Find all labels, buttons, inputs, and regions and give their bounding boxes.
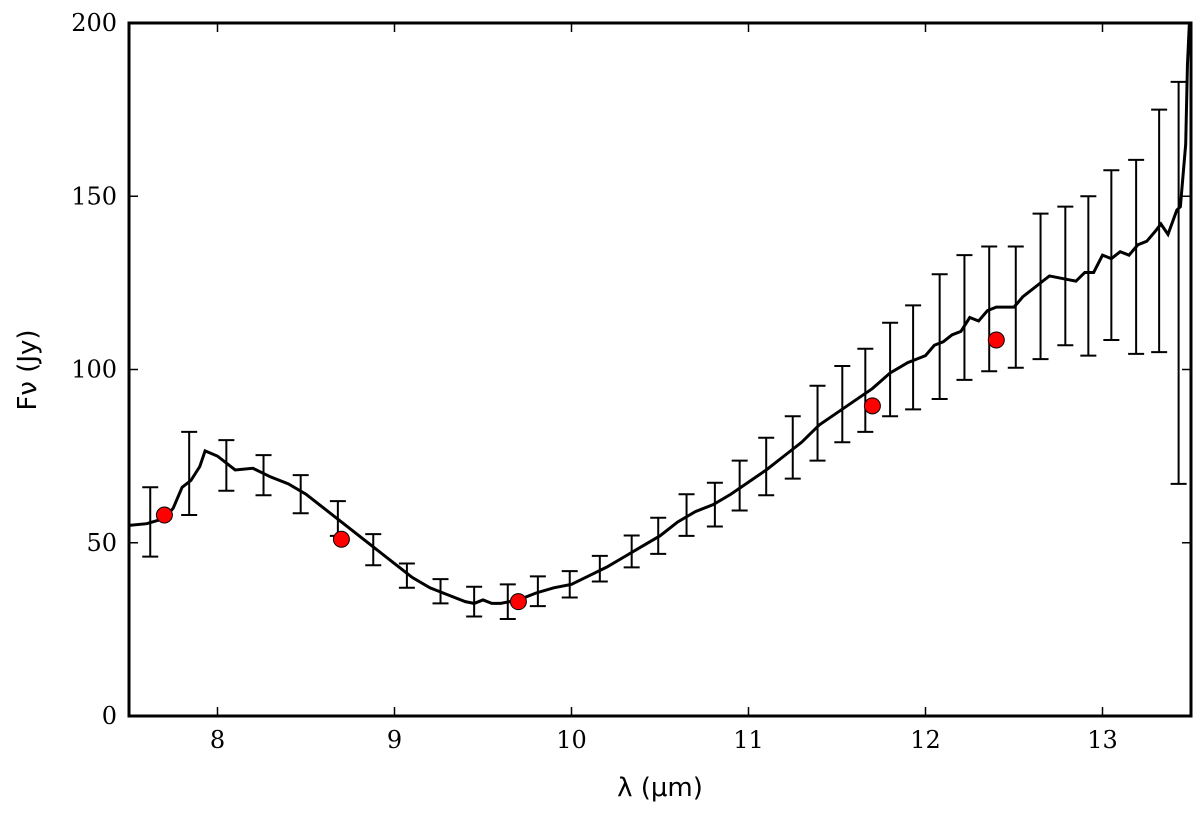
error-bar <box>981 245 998 373</box>
error-bar <box>181 430 198 517</box>
error-bar <box>1103 169 1120 342</box>
y-tick-label: 100 <box>71 356 117 384</box>
x-tick-label: 10 <box>556 726 587 754</box>
error-bar <box>466 585 483 618</box>
x-tick-label: 13 <box>1087 726 1118 754</box>
error-bar <box>905 304 922 411</box>
data-point <box>155 506 173 524</box>
error-bar <box>329 500 346 537</box>
x-tick-label: 8 <box>210 726 225 754</box>
error-bar <box>809 384 826 462</box>
error-bar <box>255 454 272 497</box>
error-bar <box>1080 195 1097 357</box>
plot-frame <box>127 21 1193 718</box>
error-bar <box>591 554 608 583</box>
error-bar <box>499 583 516 620</box>
error-bar <box>931 273 948 400</box>
error-bar <box>142 486 159 558</box>
y-tick-label: 150 <box>71 182 117 210</box>
spectrum-line <box>129 23 1191 605</box>
plot-area <box>129 23 1191 620</box>
data-point <box>863 397 881 415</box>
error-bar <box>218 439 235 492</box>
error-bar <box>882 321 899 418</box>
data-point <box>332 530 350 548</box>
error-bar <box>529 575 546 608</box>
error-bar <box>706 481 723 528</box>
error-bar <box>1151 108 1168 354</box>
error-bar <box>1128 158 1145 355</box>
error-bar <box>857 347 874 433</box>
error-bar <box>398 562 415 589</box>
error-bar <box>784 415 801 480</box>
y-tick-label: 0 <box>102 702 117 730</box>
error-bar <box>365 533 382 567</box>
error-bar <box>956 254 973 381</box>
x-axis-label: λ (μm) <box>617 773 703 803</box>
y-tick-label: 50 <box>86 529 117 557</box>
error-bar <box>623 534 640 569</box>
error-bar <box>292 474 309 515</box>
x-tick-label: 11 <box>733 726 764 754</box>
y-tick-label: 200 <box>71 9 117 37</box>
y-axis-label: Fν (Jy) <box>13 329 43 410</box>
error-bar <box>1170 80 1187 485</box>
error-bar <box>678 493 695 537</box>
error-bar <box>1032 212 1049 361</box>
error-bar <box>731 459 748 512</box>
error-bar <box>834 365 851 444</box>
data-point <box>987 331 1005 349</box>
error-bar <box>1007 245 1024 369</box>
error-bar <box>650 516 667 555</box>
data-point <box>509 593 527 611</box>
error-bar <box>758 436 775 497</box>
error-bar <box>432 578 449 605</box>
x-tick-label: 9 <box>387 726 402 754</box>
x-tick-label: 12 <box>910 726 941 754</box>
error-bar <box>561 570 578 599</box>
error-bar <box>1057 205 1074 347</box>
